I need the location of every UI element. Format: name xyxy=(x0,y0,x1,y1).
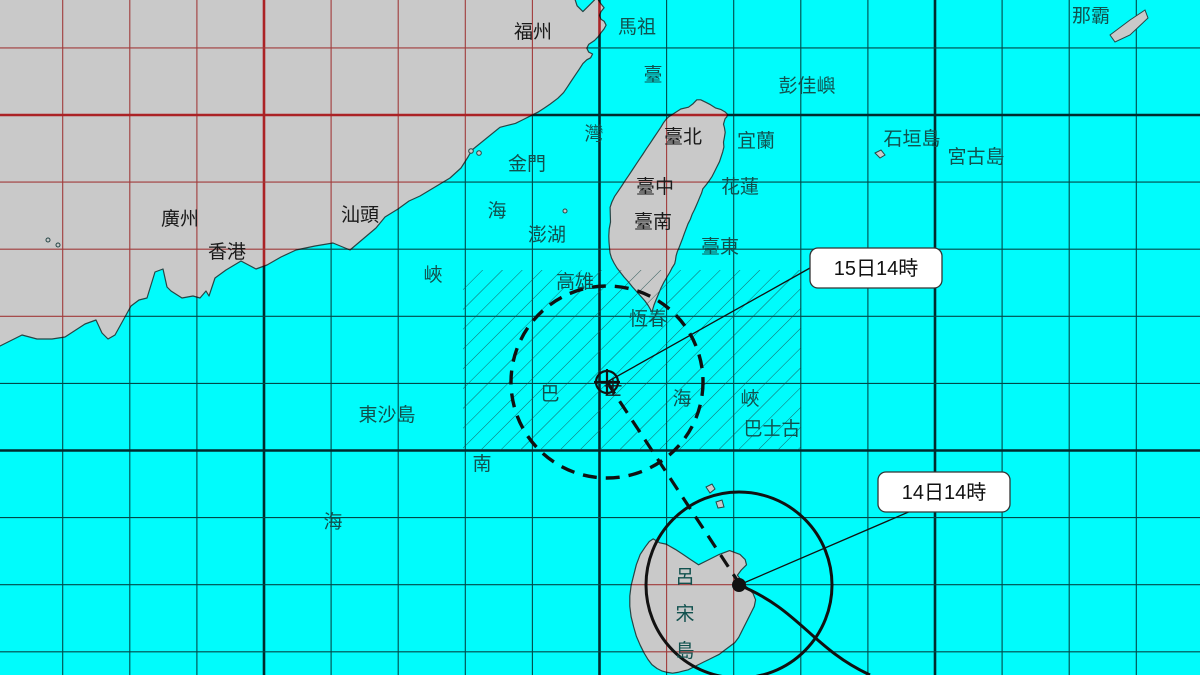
svg-text:呂: 呂 xyxy=(675,567,694,588)
svg-text:石垣島: 石垣島 xyxy=(883,128,940,150)
svg-text:宋: 宋 xyxy=(675,603,694,625)
svg-text:高雄: 高雄 xyxy=(556,271,594,293)
svg-text:南: 南 xyxy=(472,453,491,475)
svg-text:恆春: 恆春 xyxy=(629,308,667,330)
svg-text:海: 海 xyxy=(323,511,342,533)
svg-text:海: 海 xyxy=(487,200,506,222)
svg-text:峽: 峽 xyxy=(423,264,442,286)
svg-text:廣州: 廣州 xyxy=(161,208,199,230)
svg-text:那霸: 那霸 xyxy=(1072,6,1110,27)
svg-text:臺南: 臺南 xyxy=(634,211,672,233)
svg-text:彭佳嶼: 彭佳嶼 xyxy=(778,75,835,97)
svg-text:澎湖: 澎湖 xyxy=(528,224,566,246)
svg-text:東沙島: 東沙島 xyxy=(358,404,415,426)
svg-text:馬祖: 馬祖 xyxy=(618,16,656,38)
svg-text:15日14時: 15日14時 xyxy=(834,257,919,280)
svg-text:峽: 峽 xyxy=(740,388,759,410)
svg-text:香港: 香港 xyxy=(208,241,246,263)
svg-text:花蓮: 花蓮 xyxy=(721,176,759,198)
svg-text:金門: 金門 xyxy=(508,153,546,175)
svg-text:臺北: 臺北 xyxy=(664,126,702,148)
svg-text:臺東: 臺東 xyxy=(701,236,739,258)
svg-text:福州: 福州 xyxy=(514,21,552,43)
svg-text:巴士古: 巴士古 xyxy=(743,418,800,440)
svg-text:島: 島 xyxy=(675,640,694,662)
svg-text:巴: 巴 xyxy=(540,384,559,405)
svg-text:士: 士 xyxy=(603,378,622,400)
svg-text:宜蘭: 宜蘭 xyxy=(737,130,775,152)
svg-text:灣: 灣 xyxy=(584,123,603,145)
svg-text:宮古島: 宮古島 xyxy=(947,146,1004,168)
svg-text:14日14時: 14日14時 xyxy=(902,481,987,504)
svg-text:汕頭: 汕頭 xyxy=(341,204,379,226)
svg-text:臺: 臺 xyxy=(643,64,662,86)
svg-text:臺中: 臺中 xyxy=(636,176,674,198)
svg-text:海: 海 xyxy=(672,388,691,410)
